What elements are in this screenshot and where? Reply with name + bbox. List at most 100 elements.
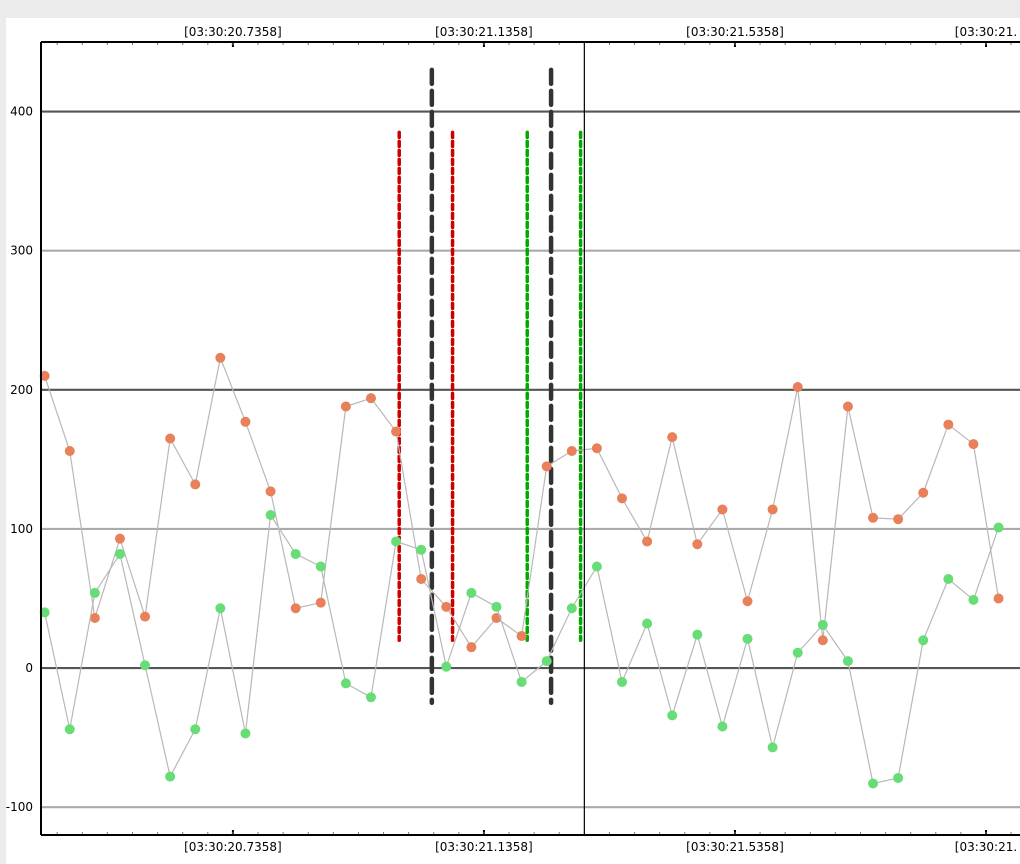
data-point[interactable] (290, 548, 301, 559)
data-point[interactable] (642, 618, 653, 629)
data-point[interactable] (993, 522, 1004, 533)
data-point[interactable] (441, 661, 452, 672)
range-markers[interactable] (397, 67, 583, 706)
data-point[interactable] (566, 446, 577, 457)
data-point[interactable] (190, 724, 201, 735)
data-point[interactable] (516, 676, 527, 687)
data-point[interactable] (39, 370, 50, 381)
data-point[interactable] (114, 533, 125, 544)
data-point[interactable] (114, 548, 125, 559)
series-line (44, 513, 1000, 785)
x-axis-labels-top: [03:30:20.7358] [03:30:21.1358] [03:30:21.… (184, 25, 1017, 39)
data-point[interactable] (792, 382, 803, 393)
data-point[interactable] (667, 432, 678, 443)
data-point[interactable] (893, 514, 904, 525)
chart-frame: -100 0 100 200 300 400 [03:30:20.7358] [03:30:… (6, 18, 1020, 864)
data-point[interactable] (391, 536, 402, 547)
data-point[interactable] (466, 587, 477, 598)
data-point[interactable] (943, 574, 954, 585)
data-point[interactable] (792, 647, 803, 658)
data-point[interactable] (868, 778, 879, 789)
data-point[interactable] (240, 416, 251, 427)
data-point[interactable] (215, 352, 226, 363)
data-point[interactable] (591, 561, 602, 572)
y-tick-label: 200 (10, 383, 33, 397)
data-point[interactable] (616, 676, 627, 687)
data-point[interactable] (541, 461, 552, 472)
data-point[interactable] (767, 504, 778, 515)
data-point[interactable] (692, 539, 703, 550)
data-point[interactable] (315, 597, 326, 608)
y-tick-label: -100 (6, 800, 33, 814)
data-point[interactable] (642, 536, 653, 547)
data-point[interactable] (817, 619, 828, 630)
data-point[interactable] (491, 601, 502, 612)
data-point[interactable] (365, 393, 376, 404)
data-point[interactable] (165, 771, 176, 782)
data-point[interactable] (315, 561, 326, 572)
data-point[interactable] (742, 633, 753, 644)
data-point[interactable] (416, 544, 427, 555)
data-point[interactable] (842, 401, 853, 412)
data-point[interactable] (943, 419, 954, 430)
data-point[interactable] (39, 607, 50, 618)
data-point[interactable] (165, 433, 176, 444)
data-point[interactable] (340, 401, 351, 412)
x-tick-label-bottom: [03:30:21. (955, 840, 1017, 854)
data-point[interactable] (290, 603, 301, 614)
data-point[interactable] (591, 443, 602, 454)
data-point[interactable] (842, 656, 853, 667)
data-point[interactable] (240, 728, 251, 739)
data-point[interactable] (893, 772, 904, 783)
y-axis-labels: -100 0 100 200 300 400 (6, 105, 33, 815)
data-point[interactable] (64, 724, 75, 735)
data-point[interactable] (416, 574, 427, 585)
data-point[interactable] (89, 612, 100, 623)
data-point[interactable] (616, 493, 627, 504)
y-tick-label: 0 (25, 661, 33, 675)
x-tick-label-bottom: [03:30:20.7358] (184, 840, 282, 854)
x-tick-label-top: [03:30:21.1358] (435, 25, 533, 39)
data-point[interactable] (140, 611, 151, 622)
data-point[interactable] (692, 629, 703, 640)
data-point[interactable] (265, 510, 276, 521)
data-point[interactable] (968, 594, 979, 605)
data-point[interactable] (64, 446, 75, 457)
data-point[interactable] (215, 603, 226, 614)
x-tick-label-bottom: [03:30:21.1358] (435, 840, 533, 854)
y-tick-label: 300 (10, 244, 33, 258)
grid (41, 110, 1020, 809)
data-point[interactable] (265, 486, 276, 497)
data-point[interactable] (717, 721, 728, 732)
data-point[interactable] (190, 479, 201, 490)
data-point[interactable] (140, 660, 151, 671)
data-point[interactable] (767, 742, 778, 753)
data-point[interactable] (441, 601, 452, 612)
data-point[interactable] (667, 710, 678, 721)
x-tick-label-bottom: [03:30:21.5358] (686, 840, 784, 854)
data-point[interactable] (541, 656, 552, 667)
series-layer (39, 352, 1004, 789)
x-tick-label-top: [03:30:21.5358] (686, 25, 784, 39)
data-point[interactable] (365, 692, 376, 703)
data-point[interactable] (918, 635, 929, 646)
data-point[interactable] (817, 635, 828, 646)
x-tick-label-top: [03:30:21. (955, 25, 1017, 39)
data-point[interactable] (742, 596, 753, 607)
data-point[interactable] (89, 587, 100, 598)
plot-border (40, 41, 1020, 836)
series-line (44, 355, 1000, 649)
data-point[interactable] (566, 603, 577, 614)
data-point[interactable] (717, 504, 728, 515)
data-point[interactable] (918, 487, 929, 498)
data-point[interactable] (340, 678, 351, 689)
data-point[interactable] (993, 593, 1004, 604)
y-tick-label: 400 (10, 105, 33, 119)
data-point[interactable] (516, 631, 527, 642)
x-tick-label-top: [03:30:20.7358] (184, 25, 282, 39)
data-point[interactable] (391, 426, 402, 437)
data-point[interactable] (968, 439, 979, 450)
data-point[interactable] (466, 642, 477, 653)
data-point[interactable] (868, 512, 879, 523)
